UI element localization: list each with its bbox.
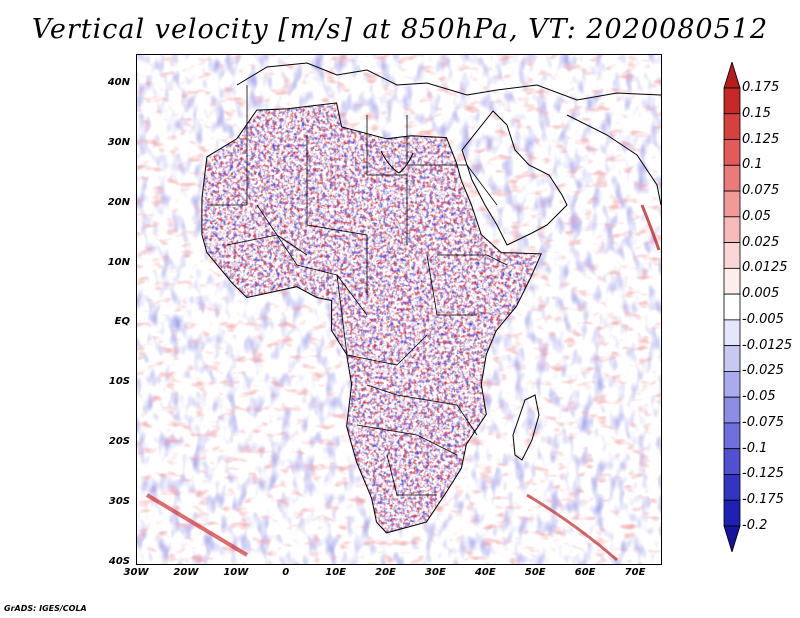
colorbar-swatch (723, 345, 741, 372)
lon-label: 10W (223, 567, 249, 578)
colorbar-label: 0.075 (742, 183, 780, 199)
colorbar-label: -0.05 (742, 389, 776, 405)
colorbar-label: -0.025 (742, 363, 784, 379)
colorbar-swatch (723, 164, 741, 192)
map-panel (136, 54, 662, 565)
colorbar-swatch (723, 422, 741, 450)
lon-label: 40E (474, 567, 496, 578)
lon-label: 20W (173, 567, 199, 578)
lon-label: 30W (123, 567, 149, 578)
colorbar-swatch (723, 293, 741, 321)
lon-label: 50E (524, 567, 546, 578)
colorbar-label: 0.005 (742, 286, 780, 302)
lat-label: 40S (108, 556, 130, 567)
colorbar (723, 62, 741, 552)
lat-label: 20N (107, 196, 130, 208)
lon-label: 10E (325, 567, 346, 578)
lon-label: 0 (282, 567, 290, 578)
colorbar-swatch (723, 139, 741, 166)
colorbar-swatch (723, 448, 741, 475)
colorbar-min-arrow (723, 525, 741, 552)
colorbar-swatch (723, 242, 741, 269)
country-borders (207, 85, 508, 496)
lat-label: 10S (108, 376, 130, 388)
lon-label: 60E (574, 567, 596, 578)
madagascar-outline (512, 394, 540, 461)
colorbar-label: 0.175 (742, 80, 780, 95)
lon-label: 30E (425, 567, 446, 578)
lat-label: 40N (107, 76, 130, 88)
colorbar-label: 0.05 (742, 208, 771, 224)
colorbar-label: 0.125 (742, 131, 780, 147)
india-coast-band (640, 204, 661, 251)
lat-label: 10N (107, 256, 130, 268)
colorbar-label: 0.1 (742, 157, 763, 173)
lat-label: 30N (107, 136, 130, 148)
lat-label: 20S (108, 436, 130, 448)
map-canvas (137, 55, 661, 564)
asia-coast (566, 114, 661, 206)
lon-label: 70E (624, 567, 646, 578)
colorbar-swatch (723, 87, 741, 115)
colorbar-label: 0.025 (742, 234, 780, 250)
colorbar-swatch (723, 371, 741, 398)
colorbar-label: -0.0125 (742, 337, 793, 353)
lat-label: 30S (108, 496, 130, 508)
lon-label: 20E (375, 567, 396, 578)
colorbar-swatch (723, 319, 741, 347)
colorbar-label: -0.1 (742, 440, 768, 456)
coastlines (201, 62, 661, 534)
southeast-convergence-band (526, 493, 618, 562)
colorbar-swatch (723, 474, 741, 501)
colorbar-label: -0.075 (742, 414, 784, 430)
colorbar-swatch (723, 216, 741, 243)
colorbar-label: 0.15 (742, 105, 771, 121)
arabia-outline (461, 110, 568, 246)
colorbar-label: -0.005 (742, 311, 784, 327)
colorbar-label: -0.125 (742, 466, 784, 482)
colorbar-swatch (723, 396, 741, 424)
colorbar-label: -0.2 (742, 518, 768, 533)
grads-credit: GrADS: IGES/COLA (4, 604, 87, 613)
colorbar-max-arrow (723, 62, 741, 89)
colorbar-swatch (723, 113, 741, 140)
colorbar-swatch (723, 267, 741, 295)
colorbar-swatch (723, 190, 741, 218)
lat-label: EQ (114, 316, 130, 328)
colorbar-label: -0.175 (742, 492, 784, 508)
colorbar-swatch (723, 499, 741, 527)
red-sea-outline (380, 150, 414, 174)
colorbar-label: 0.0125 (742, 260, 788, 276)
southwest-convergence-band (145, 493, 249, 557)
map-title: Vertical velocity [m/s] at 850hPa, VT: 2… (31, 14, 769, 45)
europe-coast (236, 62, 661, 101)
